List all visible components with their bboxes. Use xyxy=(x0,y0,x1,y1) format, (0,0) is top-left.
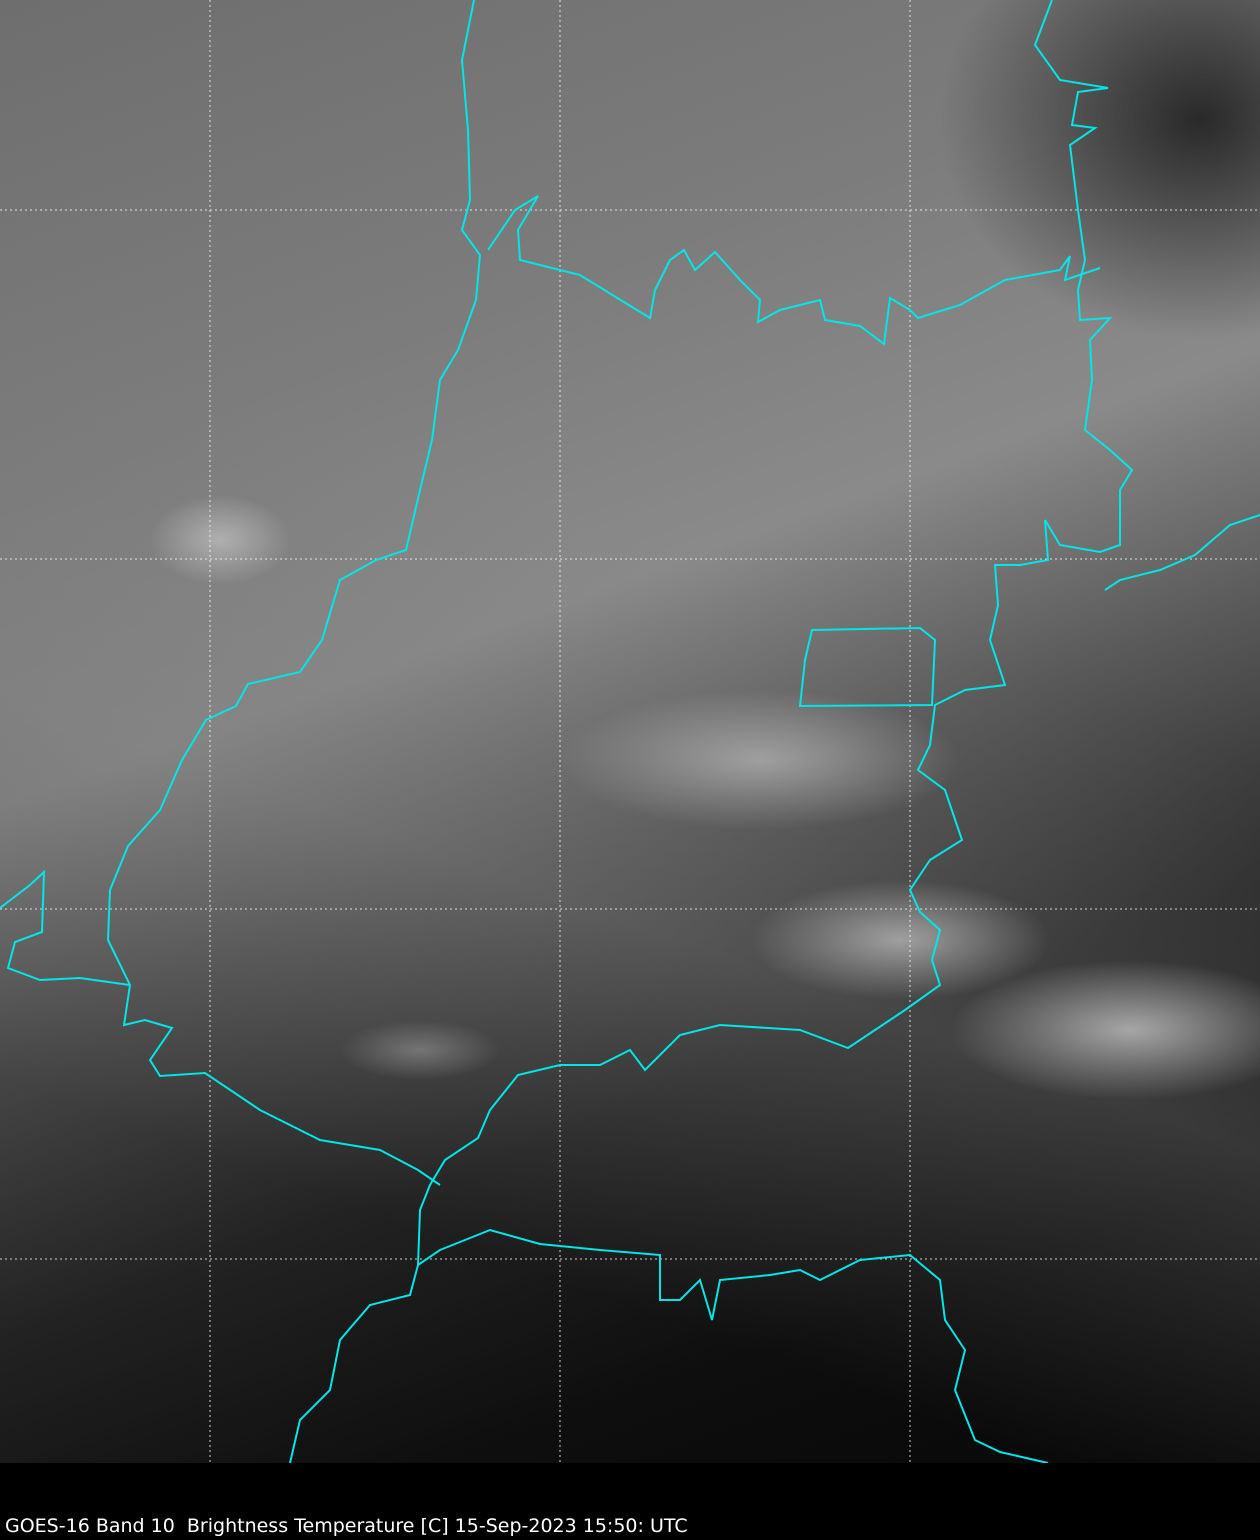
border-south xyxy=(417,1228,1049,1463)
border-southwest xyxy=(289,1264,419,1463)
federal-district xyxy=(798,626,937,708)
graticule xyxy=(0,0,1260,1463)
border-west xyxy=(106,0,482,1186)
state-borders xyxy=(0,0,1260,1463)
map-overlay xyxy=(0,0,1260,1463)
border-far-west xyxy=(0,869,131,986)
border-east xyxy=(417,0,1134,1266)
border-north xyxy=(487,195,1101,346)
satellite-image xyxy=(0,0,1260,1463)
figure-caption: GOES-16 Band 10 Brightness Temperature [… xyxy=(5,1515,688,1537)
border-east-branch xyxy=(1104,514,1260,591)
